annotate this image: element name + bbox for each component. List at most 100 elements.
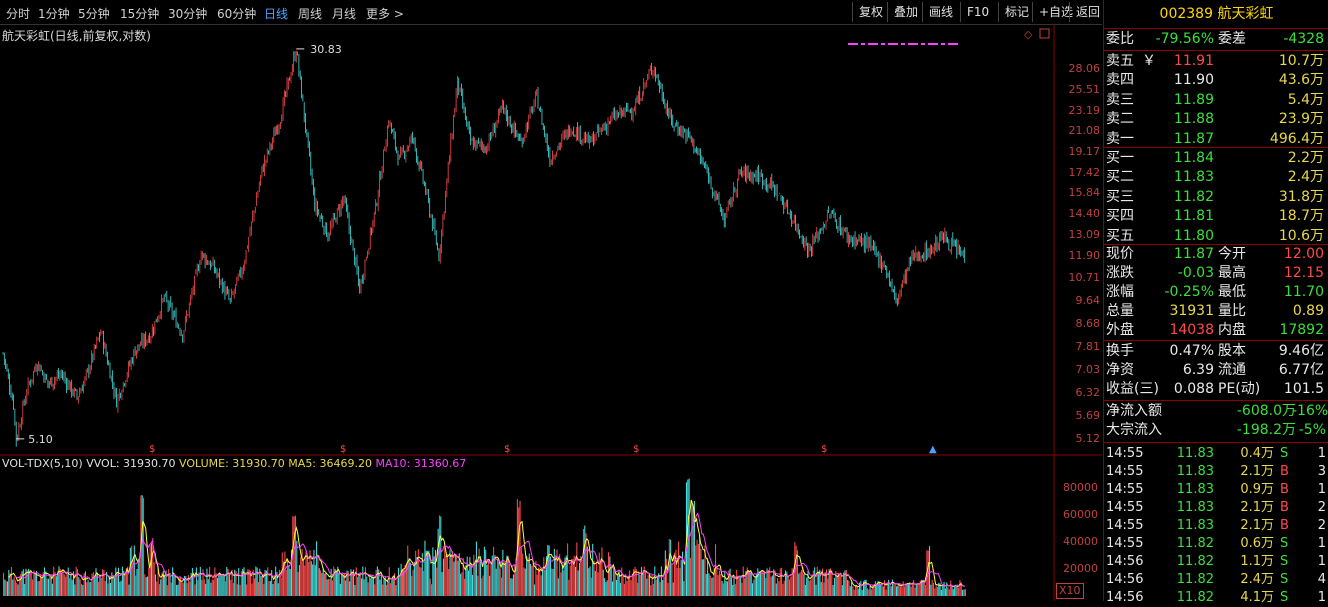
stat-row-4: 外盘 14038 内盘 17892 — [1104, 321, 1328, 340]
weibi-row: 委比 -79.56% 委差 -4328 — [1104, 30, 1328, 49]
price-axis-tick: 23.19 — [1068, 103, 1101, 117]
tick-time: 14:55 — [1106, 464, 1144, 479]
fund-row-2: 收益(三) 0.088 PE(动) 101.5 — [1104, 380, 1328, 399]
fund-label-left: 换手 — [1106, 343, 1134, 359]
bid-row-2: 买二 11.83 2.4万 — [1104, 168, 1328, 187]
divider — [1104, 340, 1328, 341]
tick-volume: 0.9万 — [1240, 482, 1274, 497]
price-axis-tick: 10.71 — [1068, 271, 1101, 285]
tick-time: 14:55 — [1106, 482, 1144, 497]
stat-value-right: 17892 — [1279, 322, 1324, 338]
fuquan-button[interactable]: 复权 — [852, 2, 889, 22]
tab-0[interactable]: 分时 — [6, 7, 31, 21]
tab-4[interactable]: 30分钟 — [168, 7, 208, 21]
high-marker-label: 30.83 — [310, 43, 342, 56]
tab-6[interactable]: 日线 — [264, 7, 289, 21]
stat-value-right: 12.15 — [1283, 265, 1324, 281]
f10-button[interactable]: F10 — [960, 2, 995, 22]
bid-volume: 18.7万 — [1278, 208, 1324, 225]
volume-bars — [3, 478, 966, 596]
fund-label-left: 净资 — [1106, 362, 1134, 378]
stat-value-right: 11.70 — [1283, 284, 1324, 300]
tab-8[interactable]: 月线 — [332, 7, 357, 21]
bid-volume: 31.8万 — [1278, 188, 1324, 205]
ask-price: 11.90 — [1173, 72, 1214, 89]
tick-count: 1 — [1317, 482, 1326, 497]
tick-time: 14:56 — [1106, 554, 1144, 569]
fund-row-1: 净资 6.39 流通 6.77亿 — [1104, 361, 1328, 380]
tick-count: 1 — [1317, 590, 1326, 605]
bid-price: 11.80 — [1173, 227, 1214, 244]
tick-direction: B — [1280, 500, 1289, 515]
price-axis-tick: 9.64 — [1075, 294, 1101, 308]
tick-count: 2 — [1317, 518, 1326, 533]
tick-row: 14:56 11.82 2.4万 S 4 — [1104, 570, 1328, 589]
tick-price: 11.82 — [1176, 536, 1214, 551]
fund-row-0: 换手 0.47% 股本 9.46亿 — [1104, 342, 1328, 361]
add-watch-button[interactable]: +自选 — [1032, 2, 1079, 22]
stat-value-left: -0.03 — [1177, 265, 1214, 281]
tick-volume: 0.4万 — [1240, 446, 1274, 461]
volume-chart[interactable] — [0, 456, 1102, 601]
event-marker-5: ▲ — [929, 444, 937, 455]
price-axis-tick: 13.09 — [1068, 227, 1101, 241]
tab-2[interactable]: 5分钟 — [78, 7, 110, 21]
fund-value-left: 0.47% — [1169, 343, 1214, 359]
fund-value-right: 101.5 — [1283, 381, 1324, 397]
stat-label-left: 涨跌 — [1106, 265, 1134, 281]
bid-volume: 2.2万 — [1287, 150, 1324, 166]
tick-price: 11.82 — [1176, 554, 1214, 569]
tick-price: 11.83 — [1176, 518, 1214, 533]
fund-value-right: 9.46亿 — [1278, 343, 1324, 359]
tick-price: 11.83 — [1176, 446, 1214, 461]
tick-row: 14:55 11.82 0.6万 S 1 — [1104, 534, 1328, 553]
chart-title: 航天彩虹(日线,前复权,对数) — [2, 29, 151, 43]
ask-row-1: 卖一 11.87 496.4万 — [1104, 130, 1328, 149]
ask-label: 卖五 — [1106, 53, 1134, 69]
tick-count: 1 — [1317, 446, 1326, 461]
tab-7[interactable]: 周线 — [298, 7, 323, 21]
candles — [2, 50, 966, 447]
flow-label: 大宗流入 — [1106, 422, 1162, 438]
fund-value-left: 6.39 — [1182, 362, 1214, 378]
ask-volume: 496.4万 — [1269, 130, 1324, 147]
stat-label-left: 总量 — [1106, 303, 1134, 319]
divider — [1104, 244, 1328, 245]
stat-row-1: 涨跌 -0.03 最高 12.15 — [1104, 264, 1328, 283]
ask-label: 卖四 — [1106, 72, 1134, 89]
tab-1[interactable]: 1分钟 — [38, 7, 70, 21]
tick-time: 14:55 — [1106, 500, 1144, 515]
tick-direction: B — [1280, 464, 1289, 479]
tab-3[interactable]: 15分钟 — [120, 7, 160, 21]
period-toolbar: 分时 1分钟 5分钟 15分钟 30分钟 60分钟 日线 周线 月线 更多 > 复权 叠加 画线 F10 标… — [0, 0, 1102, 25]
tab-9[interactable]: 更多 > — [366, 7, 404, 21]
price-axis-tick: 17.42 — [1068, 165, 1101, 179]
back-button[interactable]: 返回 — [1069, 2, 1106, 22]
price-axis-tick: 19.17 — [1068, 144, 1101, 158]
price-chart[interactable]: ◇ 30.83 5.10 $ $ $ $ $ ▲ — [0, 24, 1102, 456]
tick-price: 11.82 — [1176, 590, 1214, 605]
bid-label: 买四 — [1106, 208, 1134, 225]
stat-label-left: 现价 — [1106, 246, 1134, 262]
stat-label-right: 今开 — [1218, 246, 1246, 262]
tick-time: 14:55 — [1106, 446, 1144, 461]
tab-5[interactable]: 60分钟 — [217, 7, 257, 21]
price-axis-tick: 25.51 — [1068, 82, 1101, 96]
price-axis-tick: 5.12 — [1075, 431, 1101, 445]
stat-row-3: 总量 31931 量比 0.89 — [1104, 302, 1328, 321]
tick-count: 1 — [1317, 536, 1326, 551]
ask-volume: 43.6万 — [1278, 72, 1324, 89]
ask-price: 11.89 — [1173, 91, 1214, 108]
ma5-line — [8, 499, 965, 589]
vol-axis-tick: 80000 — [1063, 480, 1098, 494]
tick-direction: B — [1280, 482, 1289, 497]
draw-button[interactable]: 画线 — [922, 2, 959, 22]
flow-row-1: 大宗流入 -198.2万 -5% — [1104, 421, 1328, 440]
divider — [1104, 400, 1328, 401]
divider — [1104, 147, 1328, 148]
stat-label-right: 最低 — [1218, 284, 1246, 300]
mark-button[interactable]: 标记 — [998, 2, 1035, 22]
vvol-value: VVOL: 31930.70 — [86, 457, 176, 470]
overlay-button[interactable]: 叠加 — [887, 2, 924, 22]
ask-row-4: 卖四 11.90 43.6万 — [1104, 71, 1328, 90]
